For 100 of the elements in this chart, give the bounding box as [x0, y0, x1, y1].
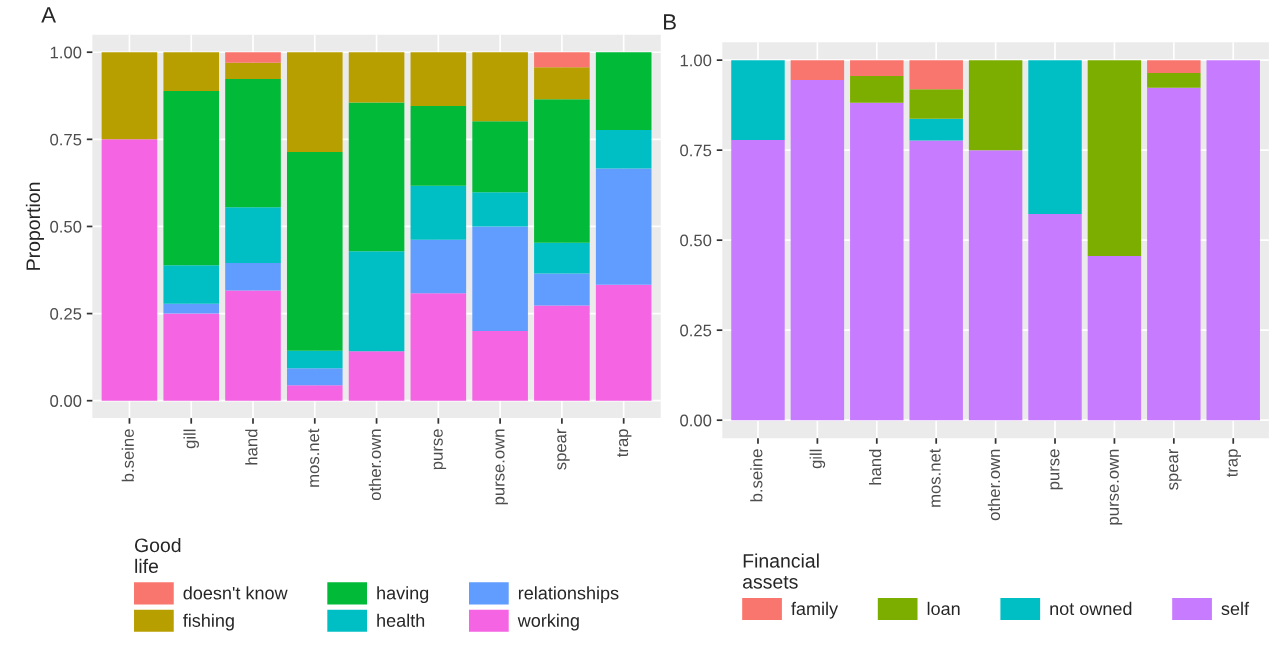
legend-label: relationships	[518, 586, 619, 604]
bar	[101, 52, 158, 140]
x-tick-label: b.seine	[121, 429, 134, 482]
legend-label: fishing	[183, 613, 234, 631]
bar	[225, 52, 281, 63]
y-tick-label: 0.75	[50, 133, 82, 146]
bar	[850, 60, 904, 76]
bar	[163, 265, 220, 304]
y-tick-label: 1.00	[680, 54, 712, 67]
bar	[1028, 213, 1082, 421]
bar	[410, 52, 467, 106]
bar	[410, 105, 467, 186]
x-tick-label: gill	[809, 449, 826, 469]
bar	[1147, 60, 1201, 74]
x-tick-label: gill	[183, 429, 199, 449]
x-tick-label: hand	[869, 449, 882, 485]
bar	[534, 242, 590, 274]
bar	[1147, 73, 1201, 88]
bar	[595, 52, 652, 130]
bar	[225, 79, 281, 208]
x-tick-label: other.own	[987, 449, 1001, 521]
x-tick-label: trap	[1226, 449, 1242, 478]
x-tick-label: spear	[557, 428, 570, 470]
bar	[595, 129, 652, 169]
bar	[534, 99, 590, 243]
text: A	[41, 7, 56, 23]
y-tick-label: 0.50	[680, 234, 712, 247]
x-tick-label: mos.net	[308, 428, 320, 487]
bar	[595, 284, 652, 401]
x-tick-label: b.seine	[750, 449, 763, 502]
bar	[1087, 256, 1142, 421]
bar	[1087, 60, 1142, 257]
bar	[348, 351, 405, 401]
x-tick-label: trap	[617, 429, 632, 458]
y-tick-label: 0.25	[680, 324, 712, 337]
bar	[850, 102, 904, 421]
legend-label: doesn't know	[183, 586, 288, 600]
bar	[225, 263, 281, 291]
bar	[472, 331, 528, 401]
bar	[790, 60, 845, 80]
x-tick-label: hand	[245, 429, 258, 465]
bar	[790, 79, 845, 421]
bar	[731, 140, 785, 421]
bar	[472, 192, 528, 227]
bar	[731, 60, 785, 141]
x-tick-label: purse.own	[1109, 449, 1123, 525]
bar	[1206, 60, 1260, 421]
legend-label: not owned	[1050, 601, 1132, 616]
bar	[909, 118, 963, 141]
bar	[348, 251, 405, 352]
bar	[410, 185, 467, 240]
bar	[534, 305, 590, 401]
legend-title: Good life	[135, 537, 181, 574]
legend-label: loan	[927, 601, 960, 616]
y-axis-title: Proportion	[25, 182, 44, 270]
bar	[286, 350, 343, 369]
x-tick-label: purse.own	[495, 429, 508, 505]
y-tick-label: 0.25	[50, 307, 82, 320]
bar	[286, 368, 343, 386]
y-tick-label: 0.00	[680, 414, 712, 427]
bar	[163, 90, 220, 266]
bar	[534, 52, 590, 68]
x-tick-label: mos.net	[929, 448, 941, 507]
y-tick-label: 0.75	[680, 144, 712, 157]
x-tick-label: other.own	[368, 429, 382, 501]
text: B	[664, 14, 676, 30]
bar	[909, 89, 963, 119]
bar	[286, 151, 343, 351]
legend-label: having	[377, 586, 429, 604]
bar	[534, 67, 590, 100]
legend-label: family	[791, 601, 839, 619]
bar	[225, 290, 281, 401]
x-tick-label: purse	[433, 429, 447, 470]
bar	[909, 140, 963, 421]
bar	[472, 121, 528, 193]
bar	[225, 207, 281, 264]
bar	[534, 273, 590, 306]
bar	[850, 75, 904, 103]
legend-title: Financial assets	[743, 553, 819, 589]
bar	[163, 303, 220, 314]
bar	[968, 150, 1023, 421]
bar	[968, 60, 1023, 151]
legend-label: working	[517, 613, 579, 631]
y-tick-label: 0.00	[50, 395, 82, 407]
bar	[595, 168, 652, 285]
bar	[348, 52, 405, 103]
y-tick-label: 0.50	[50, 220, 82, 233]
legend-label: health	[377, 613, 425, 627]
bar	[410, 239, 467, 294]
x-tick-label: purse	[1050, 449, 1063, 490]
bar	[286, 385, 343, 401]
bar	[410, 293, 467, 401]
bar	[1028, 60, 1082, 214]
legend-label: self	[1221, 601, 1250, 616]
bar	[348, 102, 405, 252]
x-tick-label: spear	[1169, 448, 1182, 490]
y-tick-label: 1.00	[50, 46, 82, 59]
bar	[225, 62, 281, 80]
bar	[101, 139, 158, 401]
bar	[286, 52, 343, 152]
